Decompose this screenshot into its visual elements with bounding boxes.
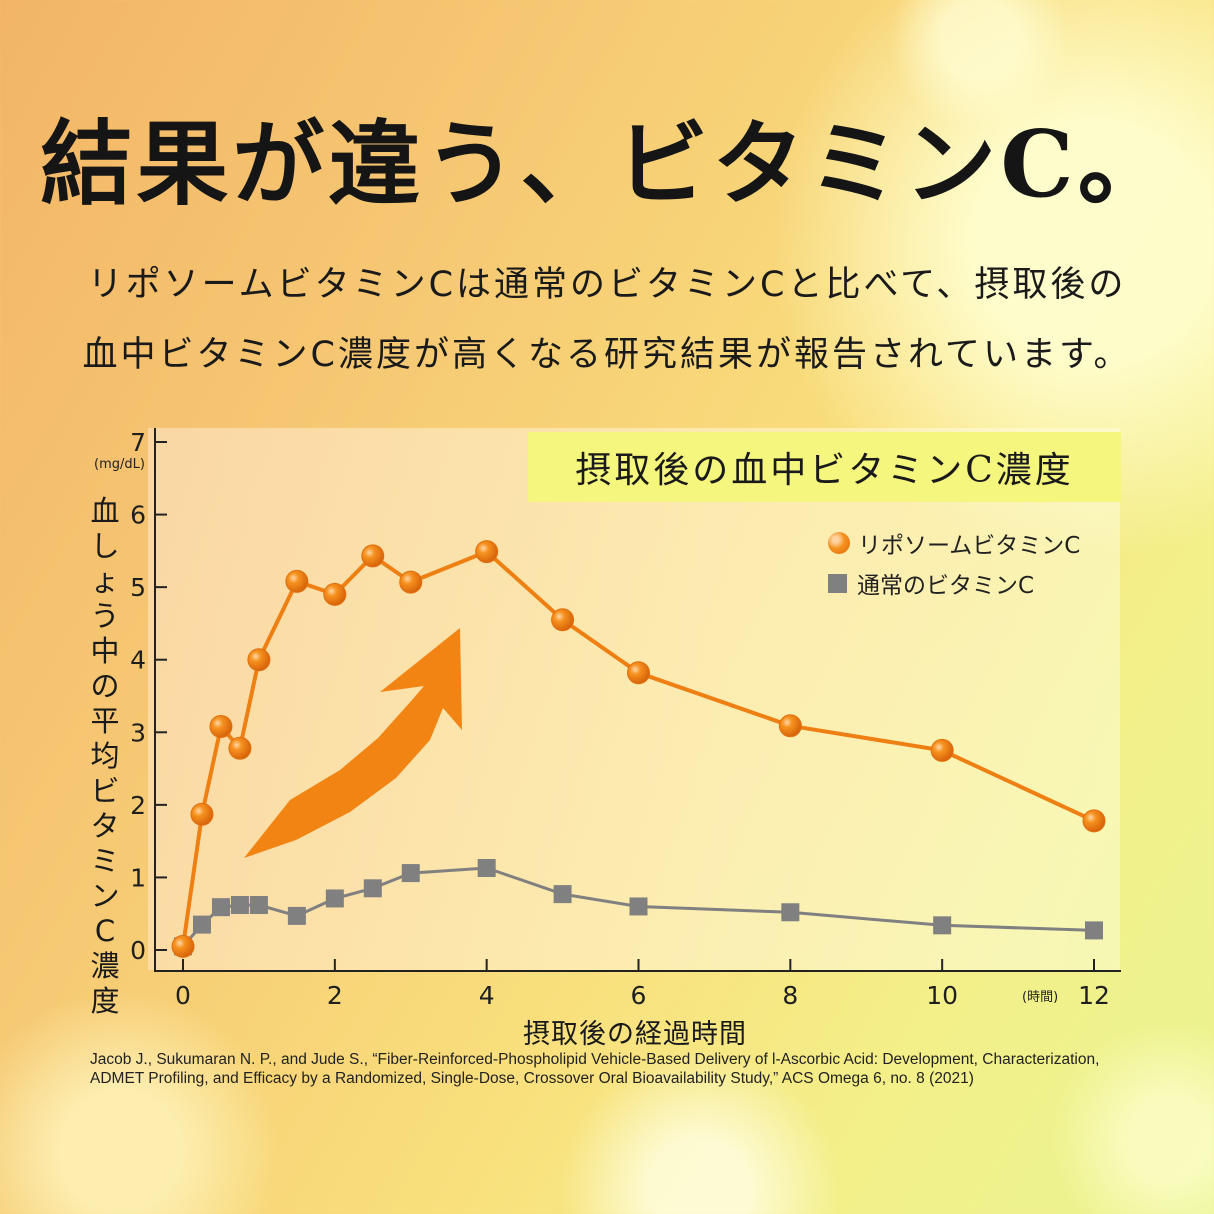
regular-data-point [325,889,344,908]
legend-label-liposome: リポソームビタミンC [858,533,1081,559]
regular-data-point [1085,921,1103,940]
y-tick-label: 5 [130,573,146,602]
liposome-data-point [228,736,252,760]
liposome-series-line [181,549,1095,947]
y-tick-label: 4 [130,646,146,675]
regular-data-point [553,885,572,904]
liposome-data-point [1082,809,1106,833]
x-tick-label: 2 [327,981,343,1010]
liposome-data-point [209,714,233,738]
liposome-data-point [475,540,499,564]
regular-data-point [211,898,230,917]
x-axis-label: 摂取後の経過時間 [523,1019,747,1050]
regular-data-point [477,858,496,877]
x-tick-label: 6 [631,981,647,1010]
x-tick-label: 0 [175,981,191,1010]
y-tick-label: 2 [130,791,146,820]
x-tick-label: 4 [479,981,495,1010]
regular-data-point [629,897,648,916]
liposome-data-point [247,648,271,672]
regular-data-point [401,864,420,883]
regular-data-point [230,896,249,915]
headline: 結果が違う、ビタミンC。 [40,110,1174,218]
chart-title: 摂取後の血中ビタミンC濃度 [528,432,1121,502]
liposome-data-point [171,934,195,958]
subtitle-line-2: 血中ビタミンC濃度が高くなる研究結果が報告されています。 [82,335,1132,375]
y-tick-label: 1 [130,863,146,892]
y-tick-label: 3 [130,718,146,747]
liposome-data-point [627,661,650,685]
regular-data-point [249,896,268,915]
liposome-data-point [190,802,214,826]
x-tick-label: 10 [926,981,958,1010]
legend-label-regular: 通常のビタミンC [857,573,1035,599]
y-axis-label: 血しょう中の平均ビタミンC濃度 [90,494,120,1018]
x-tick-label: 12 [1078,981,1110,1010]
orange-circle-marker-icon [828,532,850,554]
citation: Jacob J., Sukumaran N. P., and Jude S., … [90,1051,1100,1087]
regular-data-point [287,906,306,925]
increase-arrow [244,628,462,858]
y-tick-label: 7 [130,428,146,457]
regular-data-point [933,916,952,935]
legend-item-regular: 通常のビタミンC [828,566,1034,600]
x-unit-label: (時間) [1022,990,1058,1005]
x-tick-label: 8 [782,981,798,1010]
liposome-data-point [778,714,802,738]
plot-area-background [148,428,1120,970]
y-unit-label: (mg/dL) [94,457,145,472]
y-tick-label: 6 [130,501,146,530]
liposome-data-point [285,569,309,593]
liposome-data-point [551,608,575,632]
regular-data-point [363,879,382,898]
gray-square-marker-icon [828,573,847,593]
liposome-data-point [323,582,347,606]
y-tick-label: 0 [130,936,146,965]
regular-data-point [781,903,800,922]
regular-data-point [192,915,211,934]
legend-item-liposome: リポソームビタミンC [828,526,1080,560]
liposome-data-point [361,544,385,568]
subtitle-line-1: リポソームビタミンCは通常のビタミンCと比べて、摂取後の [87,265,1127,305]
liposome-data-point [399,570,423,594]
liposome-data-point [930,738,954,762]
